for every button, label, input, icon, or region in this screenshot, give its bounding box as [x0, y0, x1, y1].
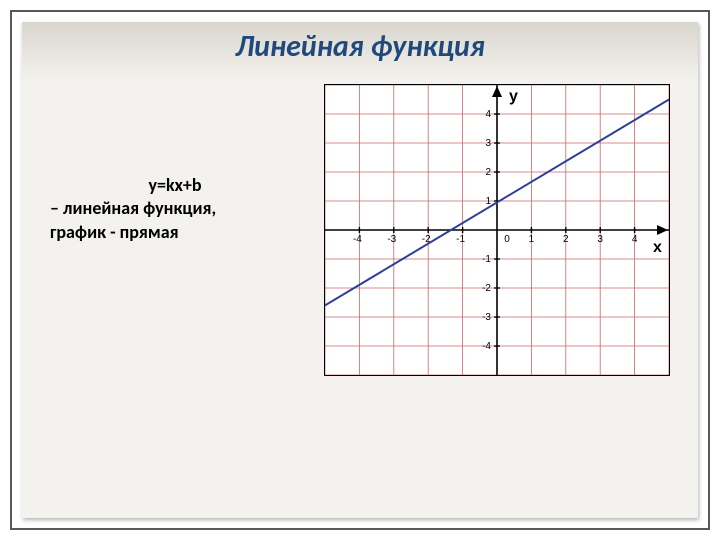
- svg-text:2: 2: [485, 167, 491, 178]
- svg-text:-1: -1: [482, 254, 491, 265]
- formula-text: y=kx+b: [50, 174, 300, 197]
- svg-text:3: 3: [597, 234, 603, 245]
- description-text: y=kx+b – линейная функция, график - прям…: [50, 174, 300, 244]
- svg-text:-1: -1: [456, 234, 465, 245]
- svg-text:-2: -2: [482, 283, 491, 294]
- svg-text:3: 3: [485, 138, 491, 149]
- svg-text:2: 2: [563, 234, 569, 245]
- body-line-2: график - прямая: [50, 221, 179, 243]
- svg-text:-4: -4: [482, 341, 491, 352]
- svg-text:-3: -3: [482, 312, 491, 323]
- svg-text:4: 4: [485, 109, 491, 120]
- svg-text:0: 0: [504, 234, 510, 245]
- svg-text:-4: -4: [353, 234, 362, 245]
- inner-panel: Линейная функция y=kx+b – линейная функц…: [22, 22, 698, 518]
- svg-text:4: 4: [632, 234, 638, 245]
- linear-function-chart: -4-3-2-101234-4-3-2-11234ух: [324, 84, 670, 376]
- svg-text:-3: -3: [387, 234, 396, 245]
- svg-text:у: у: [509, 88, 518, 105]
- page-title: Линейная функция: [22, 28, 698, 65]
- chart-svg: -4-3-2-101234-4-3-2-11234ух: [325, 85, 669, 375]
- body-line-1: – линейная функция,: [50, 197, 216, 219]
- slide: Линейная функция y=kx+b – линейная функц…: [0, 0, 720, 540]
- svg-text:1: 1: [529, 234, 535, 245]
- svg-text:х: х: [653, 239, 662, 256]
